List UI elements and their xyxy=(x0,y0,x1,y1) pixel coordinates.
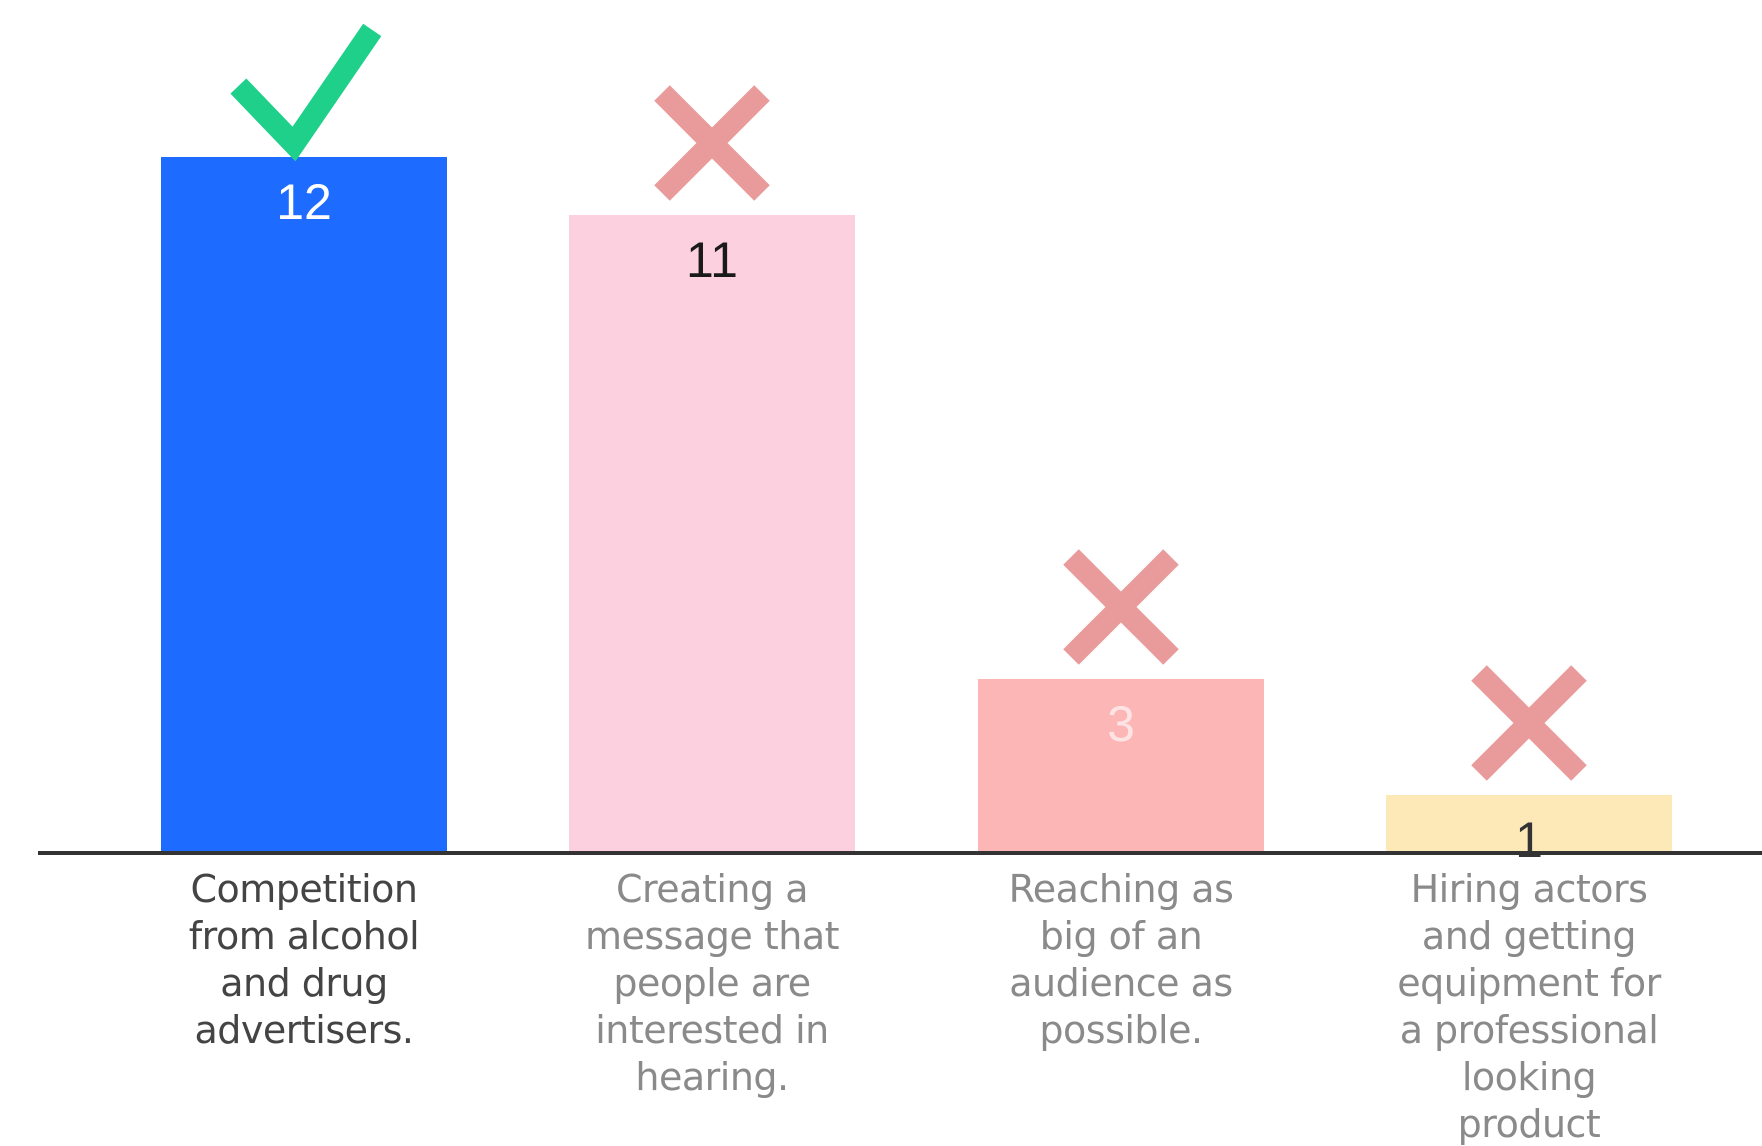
category-label-line: from alcohol xyxy=(189,914,419,958)
cross-icon xyxy=(1471,665,1587,781)
cross-icon xyxy=(1063,549,1179,665)
category-label-line: audience as xyxy=(1009,961,1232,1005)
category-label-line: Reaching as xyxy=(1009,867,1234,911)
category-label-line: Hiring actors xyxy=(1411,867,1648,911)
category-label-line: possible. xyxy=(1039,1008,1202,1052)
check-icon xyxy=(230,23,382,162)
category-label-4: Hiring actors and getting equipment for a p… xyxy=(1397,867,1661,1146)
category-label-line: product xyxy=(1458,1102,1601,1146)
cross-icon xyxy=(654,85,770,201)
category-label-line: equipment for xyxy=(1397,961,1661,1005)
category-label-line: people are xyxy=(613,961,810,1005)
category-label-line: hearing. xyxy=(635,1055,788,1099)
category-label-line: Creating a xyxy=(616,867,808,911)
bar-3 xyxy=(978,679,1264,853)
category-label-line: Competition xyxy=(190,867,417,911)
category-label-line: looking xyxy=(1462,1055,1596,1099)
category-label-line: a professional xyxy=(1400,1008,1659,1052)
category-label-line: message that xyxy=(585,914,839,958)
bar-2 xyxy=(569,215,855,853)
markers-layer xyxy=(230,23,1587,781)
bars-layer xyxy=(161,157,1672,853)
bar-value-label-2: 11 xyxy=(686,232,738,288)
category-label-line: and drug xyxy=(220,961,388,1005)
category-label-line: big of an xyxy=(1040,914,1202,958)
category-label-line: interested in xyxy=(595,1008,829,1052)
category-labels-layer: Competition from alcohol and drug advertise… xyxy=(189,867,1662,1146)
value-labels-layer: 12 11 3 1 xyxy=(276,174,1543,868)
category-label-line: advertisers. xyxy=(194,1008,413,1052)
category-label-2: Creating a message that people are interest… xyxy=(585,867,839,1099)
category-label-line: and getting xyxy=(1422,914,1636,958)
bar-value-label-1: 12 xyxy=(276,174,332,230)
bar-1 xyxy=(161,157,447,853)
bar-value-label-3: 3 xyxy=(1107,696,1135,752)
category-label-1: Competition from alcohol and drug advertise… xyxy=(189,867,419,1052)
bar-4 xyxy=(1386,795,1672,853)
category-label-3: Reaching as big of an audience as possible. xyxy=(1009,867,1234,1052)
bar-value-label-4: 1 xyxy=(1515,812,1543,868)
